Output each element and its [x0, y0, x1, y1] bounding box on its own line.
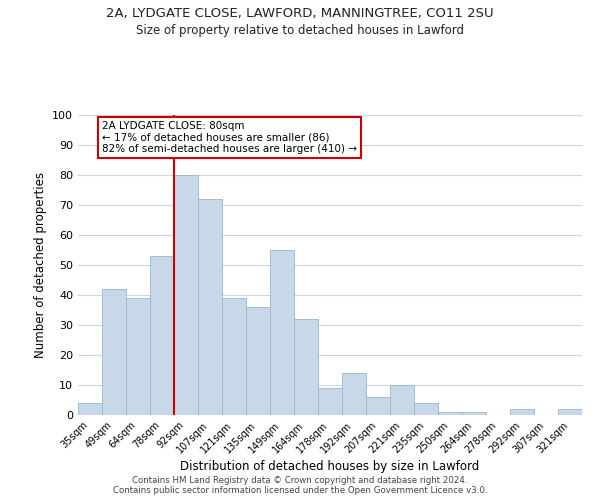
Bar: [78, 403, 102, 415]
Bar: [462, 412, 486, 415]
Bar: [246, 307, 270, 415]
Text: Size of property relative to detached houses in Lawford: Size of property relative to detached ho…: [136, 24, 464, 37]
X-axis label: Distribution of detached houses by size in Lawford: Distribution of detached houses by size …: [181, 460, 479, 473]
Bar: [438, 412, 462, 415]
Bar: [558, 409, 582, 415]
Bar: [390, 385, 414, 415]
Bar: [318, 388, 342, 415]
Bar: [366, 397, 390, 415]
Text: 2A, LYDGATE CLOSE, LAWFORD, MANNINGTREE, CO11 2SU: 2A, LYDGATE CLOSE, LAWFORD, MANNINGTREE,…: [106, 8, 494, 20]
Bar: [342, 373, 366, 415]
Bar: [270, 250, 294, 415]
Text: 2A LYDGATE CLOSE: 80sqm
← 17% of detached houses are smaller (86)
82% of semi-de: 2A LYDGATE CLOSE: 80sqm ← 17% of detache…: [102, 121, 357, 154]
Bar: [414, 403, 438, 415]
Y-axis label: Number of detached properties: Number of detached properties: [34, 172, 47, 358]
Bar: [198, 199, 222, 415]
Text: Contains HM Land Registry data © Crown copyright and database right 2024.: Contains HM Land Registry data © Crown c…: [132, 476, 468, 485]
Bar: [126, 298, 150, 415]
Bar: [222, 298, 246, 415]
Bar: [294, 319, 318, 415]
Bar: [150, 256, 174, 415]
Bar: [510, 409, 534, 415]
Bar: [102, 289, 126, 415]
Bar: [174, 175, 198, 415]
Text: Contains public sector information licensed under the Open Government Licence v3: Contains public sector information licen…: [113, 486, 487, 495]
